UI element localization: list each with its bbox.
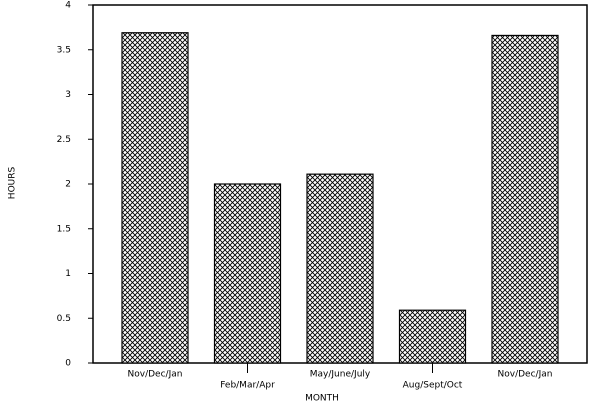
y-tick-label: 1 [65, 269, 71, 279]
bar [491, 34, 559, 364]
bar [398, 309, 467, 364]
x-tick-label: Feb/Mar/Apr [220, 381, 275, 391]
x-tick-label: Nov/Dec/Jan [128, 370, 183, 380]
bar [213, 183, 282, 364]
bar [306, 173, 374, 364]
bar [121, 32, 189, 364]
y-tick-label: 4 [65, 1, 71, 11]
x-tick-label: Nov/Dec/Jan [498, 370, 553, 380]
y-tick-label: 0 [65, 359, 71, 369]
x-tick-label: Aug/Sept/Oct [403, 381, 463, 391]
y-tick-label: 0.5 [57, 314, 71, 324]
y-tick-label: 1.5 [57, 224, 71, 234]
y-tick-label: 3 [65, 90, 71, 100]
y-tick-label: 2.5 [57, 135, 71, 145]
y-tick-label: 2 [65, 180, 71, 190]
y-axis-label: HOURS [8, 167, 18, 200]
y-tick-label: 3.5 [57, 45, 71, 55]
x-axis-label: MONTH [305, 394, 339, 404]
x-tick-label: May/June/July [310, 370, 371, 380]
